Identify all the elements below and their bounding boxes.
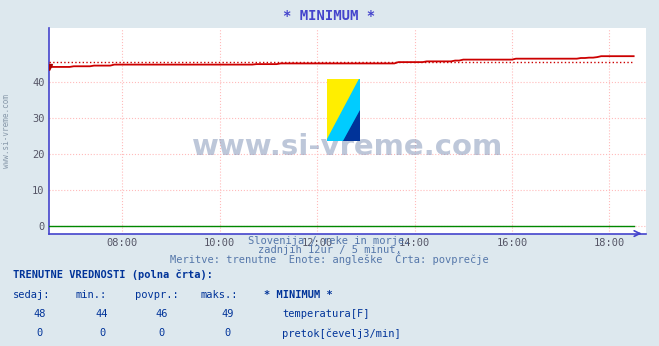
Text: 0: 0 <box>224 328 231 338</box>
Text: 49: 49 <box>221 309 233 319</box>
Text: www.si-vreme.com: www.si-vreme.com <box>192 133 503 161</box>
Text: 0: 0 <box>158 328 165 338</box>
Text: Meritve: trenutne  Enote: angleške  Črta: povprečje: Meritve: trenutne Enote: angleške Črta: … <box>170 253 489 265</box>
Text: * MINIMUM *: * MINIMUM * <box>264 290 332 300</box>
Text: min.:: min.: <box>76 290 107 300</box>
Text: www.si-vreme.com: www.si-vreme.com <box>2 94 11 169</box>
Text: sedaj:: sedaj: <box>13 290 51 300</box>
Text: maks.:: maks.: <box>201 290 239 300</box>
Text: pretok[čevelj3/min]: pretok[čevelj3/min] <box>282 328 401 338</box>
Polygon shape <box>327 79 360 141</box>
Polygon shape <box>327 79 360 141</box>
Text: 0: 0 <box>36 328 43 338</box>
Text: temperatura[F]: temperatura[F] <box>282 309 370 319</box>
Text: 44: 44 <box>96 309 108 319</box>
Text: zadnjih 12ur / 5 minut.: zadnjih 12ur / 5 minut. <box>258 245 401 255</box>
Text: * MINIMUM *: * MINIMUM * <box>283 9 376 22</box>
Text: Slovenija / reke in morje.: Slovenija / reke in morje. <box>248 236 411 246</box>
Text: povpr.:: povpr.: <box>135 290 179 300</box>
Text: 0: 0 <box>99 328 105 338</box>
Polygon shape <box>343 110 360 141</box>
Text: 46: 46 <box>156 309 167 319</box>
Text: TRENUTNE VREDNOSTI (polna črta):: TRENUTNE VREDNOSTI (polna črta): <box>13 270 213 280</box>
Text: 48: 48 <box>34 309 45 319</box>
